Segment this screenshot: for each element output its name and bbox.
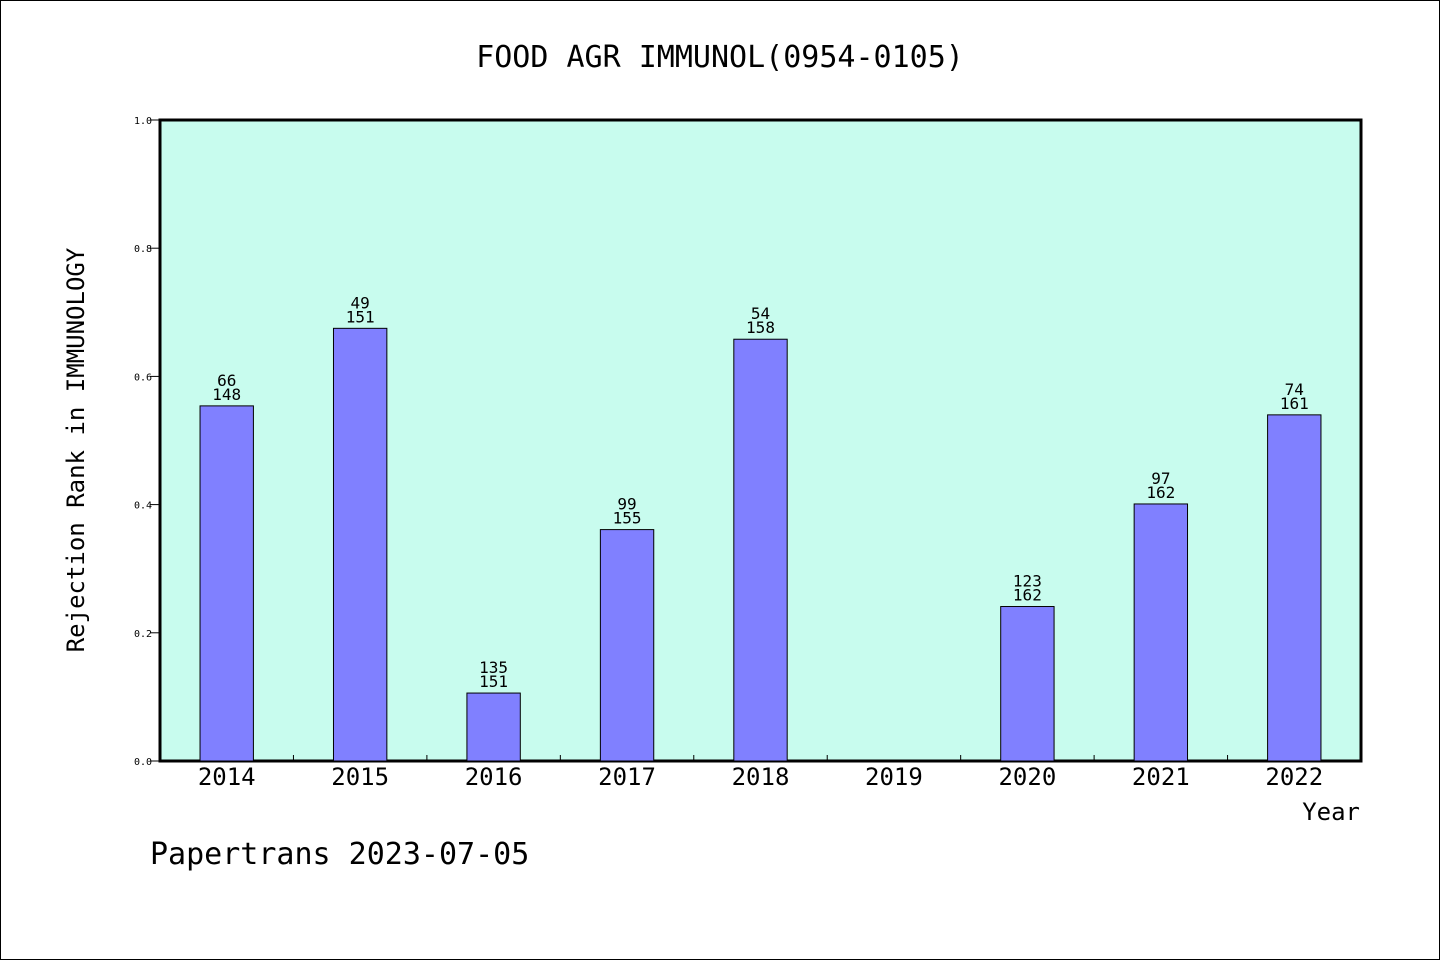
bar-series [199, 327, 1322, 762]
data-labels: 6614849151135151991555415812316297162741… [212, 293, 1308, 691]
y-tick-label: 0.0 [134, 757, 152, 768]
chart-title: FOOD AGR IMMUNOL(0954-0105) [476, 40, 964, 75]
data-label-total: 155 [613, 509, 642, 528]
footer-note: Papertrans 2023-07-05 [150, 837, 529, 872]
bar-2017 [599, 529, 655, 762]
bar-2021 [1133, 503, 1189, 762]
x-tick-label: 2022 [1265, 763, 1323, 791]
data-label-rank: 99 [617, 495, 636, 514]
data-label-rank: 49 [351, 293, 370, 312]
data-label-rank: 135 [479, 658, 508, 677]
y-tick-label: 0.2 [134, 629, 152, 640]
x-axis: 2014 2015 2016 2017 2018 2019 2020 2021 2022 [198, 755, 1323, 791]
data-label-total: 162 [1013, 586, 1042, 605]
y-tick-label: 0.4 [134, 501, 152, 512]
bar-2015 [332, 327, 388, 762]
data-label-rank: 54 [751, 304, 770, 323]
data-label-total: 158 [746, 318, 775, 337]
x-axis-label: Year [1302, 798, 1360, 826]
y-tick-label: 0.6 [134, 372, 152, 383]
data-label-rank: 66 [217, 371, 236, 390]
y-tick-label: 1.0 [134, 116, 152, 127]
y-tick-label: 0.8 [134, 244, 152, 255]
bar-2016 [466, 692, 521, 762]
data-label-total: 162 [1146, 483, 1175, 502]
bar-2014 [199, 405, 254, 762]
data-label-total: 151 [479, 672, 508, 691]
data-label-total: 161 [1280, 394, 1309, 413]
x-tick-label: 2015 [331, 763, 389, 791]
data-label-rank: 97 [1151, 469, 1170, 488]
x-tick-label: 2021 [1132, 763, 1190, 791]
data-label-total: 151 [346, 307, 375, 326]
x-tick-label: 2020 [998, 763, 1056, 791]
x-tick-label: 2014 [198, 763, 256, 791]
x-tick-label: 2017 [598, 763, 656, 791]
x-tick-label: 2019 [865, 763, 923, 791]
x-tick-label: 2018 [732, 763, 790, 791]
y-axis: 0.0 0.2 0.4 0.6 0.8 1.0 [134, 116, 160, 768]
data-label-total: 148 [212, 385, 241, 404]
x-tick-label: 2016 [465, 763, 523, 791]
bar-2022 [1267, 414, 1322, 762]
y-axis-label: Rejection Rank in IMMUNOLOGY [62, 247, 90, 652]
bar-2018 [733, 338, 788, 762]
data-label-rank: 123 [1013, 572, 1042, 591]
data-label-rank: 74 [1285, 380, 1304, 399]
bar-2020 [1000, 606, 1055, 762]
